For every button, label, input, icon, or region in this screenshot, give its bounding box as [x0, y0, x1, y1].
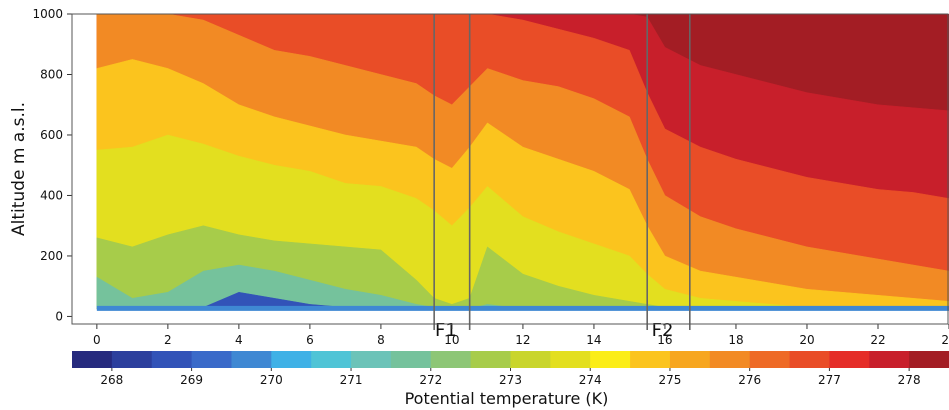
colorbar-swatch [869, 351, 910, 368]
colorbar-tick-label: 277 [818, 373, 841, 387]
x-tick-label: 0 [93, 333, 101, 347]
colorbar: 268 269 270 271 272 273 274 275 276 277 278 [72, 351, 949, 387]
flight-label-f2: F2 [652, 320, 674, 341]
x-tick-label: 6 [306, 333, 314, 347]
contour-fills [96, 14, 949, 311]
colorbar-tick-label: 278 [898, 373, 921, 387]
y-tick-label: 200 [40, 249, 63, 263]
x-axis: 024681012141618202224 [93, 324, 949, 347]
colorbar-swatch [669, 351, 711, 368]
x-tick-label: 20 [799, 333, 814, 347]
colorbar-swatch [311, 351, 352, 368]
colorbar-swatch [351, 351, 392, 368]
colorbar-swatch [231, 351, 272, 368]
colorbar-swatch [72, 351, 113, 368]
y-tick-label: 1000 [32, 7, 63, 21]
colorbar-swatch [789, 351, 831, 368]
colorbar-swatch [111, 351, 153, 368]
colorbar-swatch [390, 351, 432, 368]
colorbar-title: Potential temperature (K) [405, 389, 609, 408]
colorbar-tick-label: 272 [419, 373, 442, 387]
x-tick-label: 16 [657, 333, 672, 347]
surface-layer-band [96, 305, 949, 311]
colorbar-swatch [909, 351, 949, 368]
flight-segment-lines: F1 F2 [433, 14, 691, 341]
colorbar-swatch [630, 351, 671, 368]
colorbar-swatch [510, 351, 551, 368]
colorbar-swatch [151, 351, 193, 368]
colorbar-tick-label: 273 [499, 373, 522, 387]
colorbar-swatch [430, 351, 472, 368]
x-tick-label: 18 [728, 333, 743, 347]
colorbar-swatch [590, 351, 631, 368]
colorbar-swatch [749, 351, 791, 368]
colorbar-swatch [191, 351, 233, 368]
colorbar-tick-label: 271 [340, 373, 363, 387]
x-tick-label: 2 [164, 333, 172, 347]
x-tick-label: 22 [870, 333, 885, 347]
y-tick-label: 400 [40, 188, 63, 202]
x-tick-label: 4 [235, 333, 243, 347]
y-tick-label: 0 [55, 309, 63, 323]
x-tick-label: 14 [586, 333, 601, 347]
colorbar-tick-label: 275 [659, 373, 682, 387]
x-tick-label: 10 [444, 333, 459, 347]
y-axis-title: Altitude m a.s.l. [9, 102, 29, 236]
y-axis: 0 200 400 600 800 1000 [32, 7, 72, 323]
colorbar-tick-label: 268 [100, 373, 123, 387]
colorbar-swatch [709, 351, 751, 368]
colorbar-tick-label: 274 [579, 373, 602, 387]
y-tick-label: 800 [40, 67, 63, 81]
colorbar-swatch [829, 351, 870, 368]
colorbar-tick-label: 270 [260, 373, 283, 387]
x-tick-label: 12 [515, 333, 530, 347]
y-tick-label: 600 [40, 128, 63, 142]
x-tick-label: 8 [377, 333, 385, 347]
colorbar-swatch [470, 351, 512, 368]
colorbar-tick-label: 269 [180, 373, 203, 387]
flight-label-f1: F1 [435, 320, 457, 341]
x-tick-label: 24 [941, 333, 949, 347]
colorbar-swatch [271, 351, 312, 368]
colorbar-swatch [550, 351, 591, 368]
colorbar-tick-label: 276 [738, 373, 761, 387]
plot-frame [71, 13, 949, 325]
